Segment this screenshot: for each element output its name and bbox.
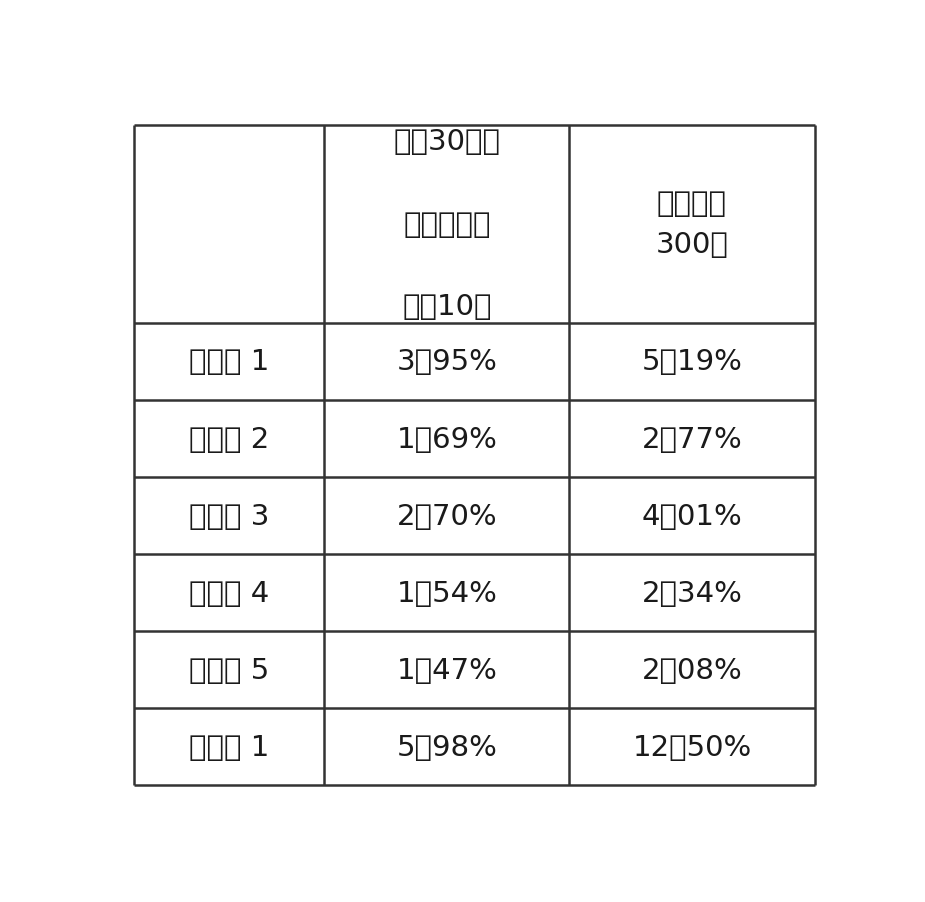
Text: 实施例 5: 实施例 5	[189, 656, 269, 684]
Text: 实施例 3: 实施例 3	[189, 502, 269, 530]
Text: 5．98%: 5．98%	[397, 733, 498, 761]
Text: 实施例 2: 实施例 2	[189, 425, 269, 453]
Text: 12．50%: 12．50%	[633, 733, 752, 761]
Text: 1．54%: 1．54%	[397, 579, 498, 607]
Text: 4．01%: 4．01%	[642, 502, 743, 530]
Text: 存储30天后

进行充放电

循环10次: 存储30天后 进行充放电 循环10次	[393, 128, 500, 321]
Text: 2．70%: 2．70%	[397, 502, 497, 530]
Text: 1．69%: 1．69%	[397, 425, 498, 453]
Text: 比较例 1: 比较例 1	[189, 733, 269, 761]
Text: 2．08%: 2．08%	[642, 656, 743, 684]
Text: 2．34%: 2．34%	[642, 579, 743, 607]
Text: 1．47%: 1．47%	[397, 656, 498, 684]
Text: 5．19%: 5．19%	[642, 348, 743, 376]
Text: 2．77%: 2．77%	[642, 425, 743, 453]
Text: 实施例 4: 实施例 4	[189, 579, 269, 607]
Text: 实施例 1: 实施例 1	[189, 348, 269, 376]
Text: 常温循环
300次: 常温循环 300次	[656, 190, 728, 259]
Text: 3．95%: 3．95%	[397, 348, 498, 376]
